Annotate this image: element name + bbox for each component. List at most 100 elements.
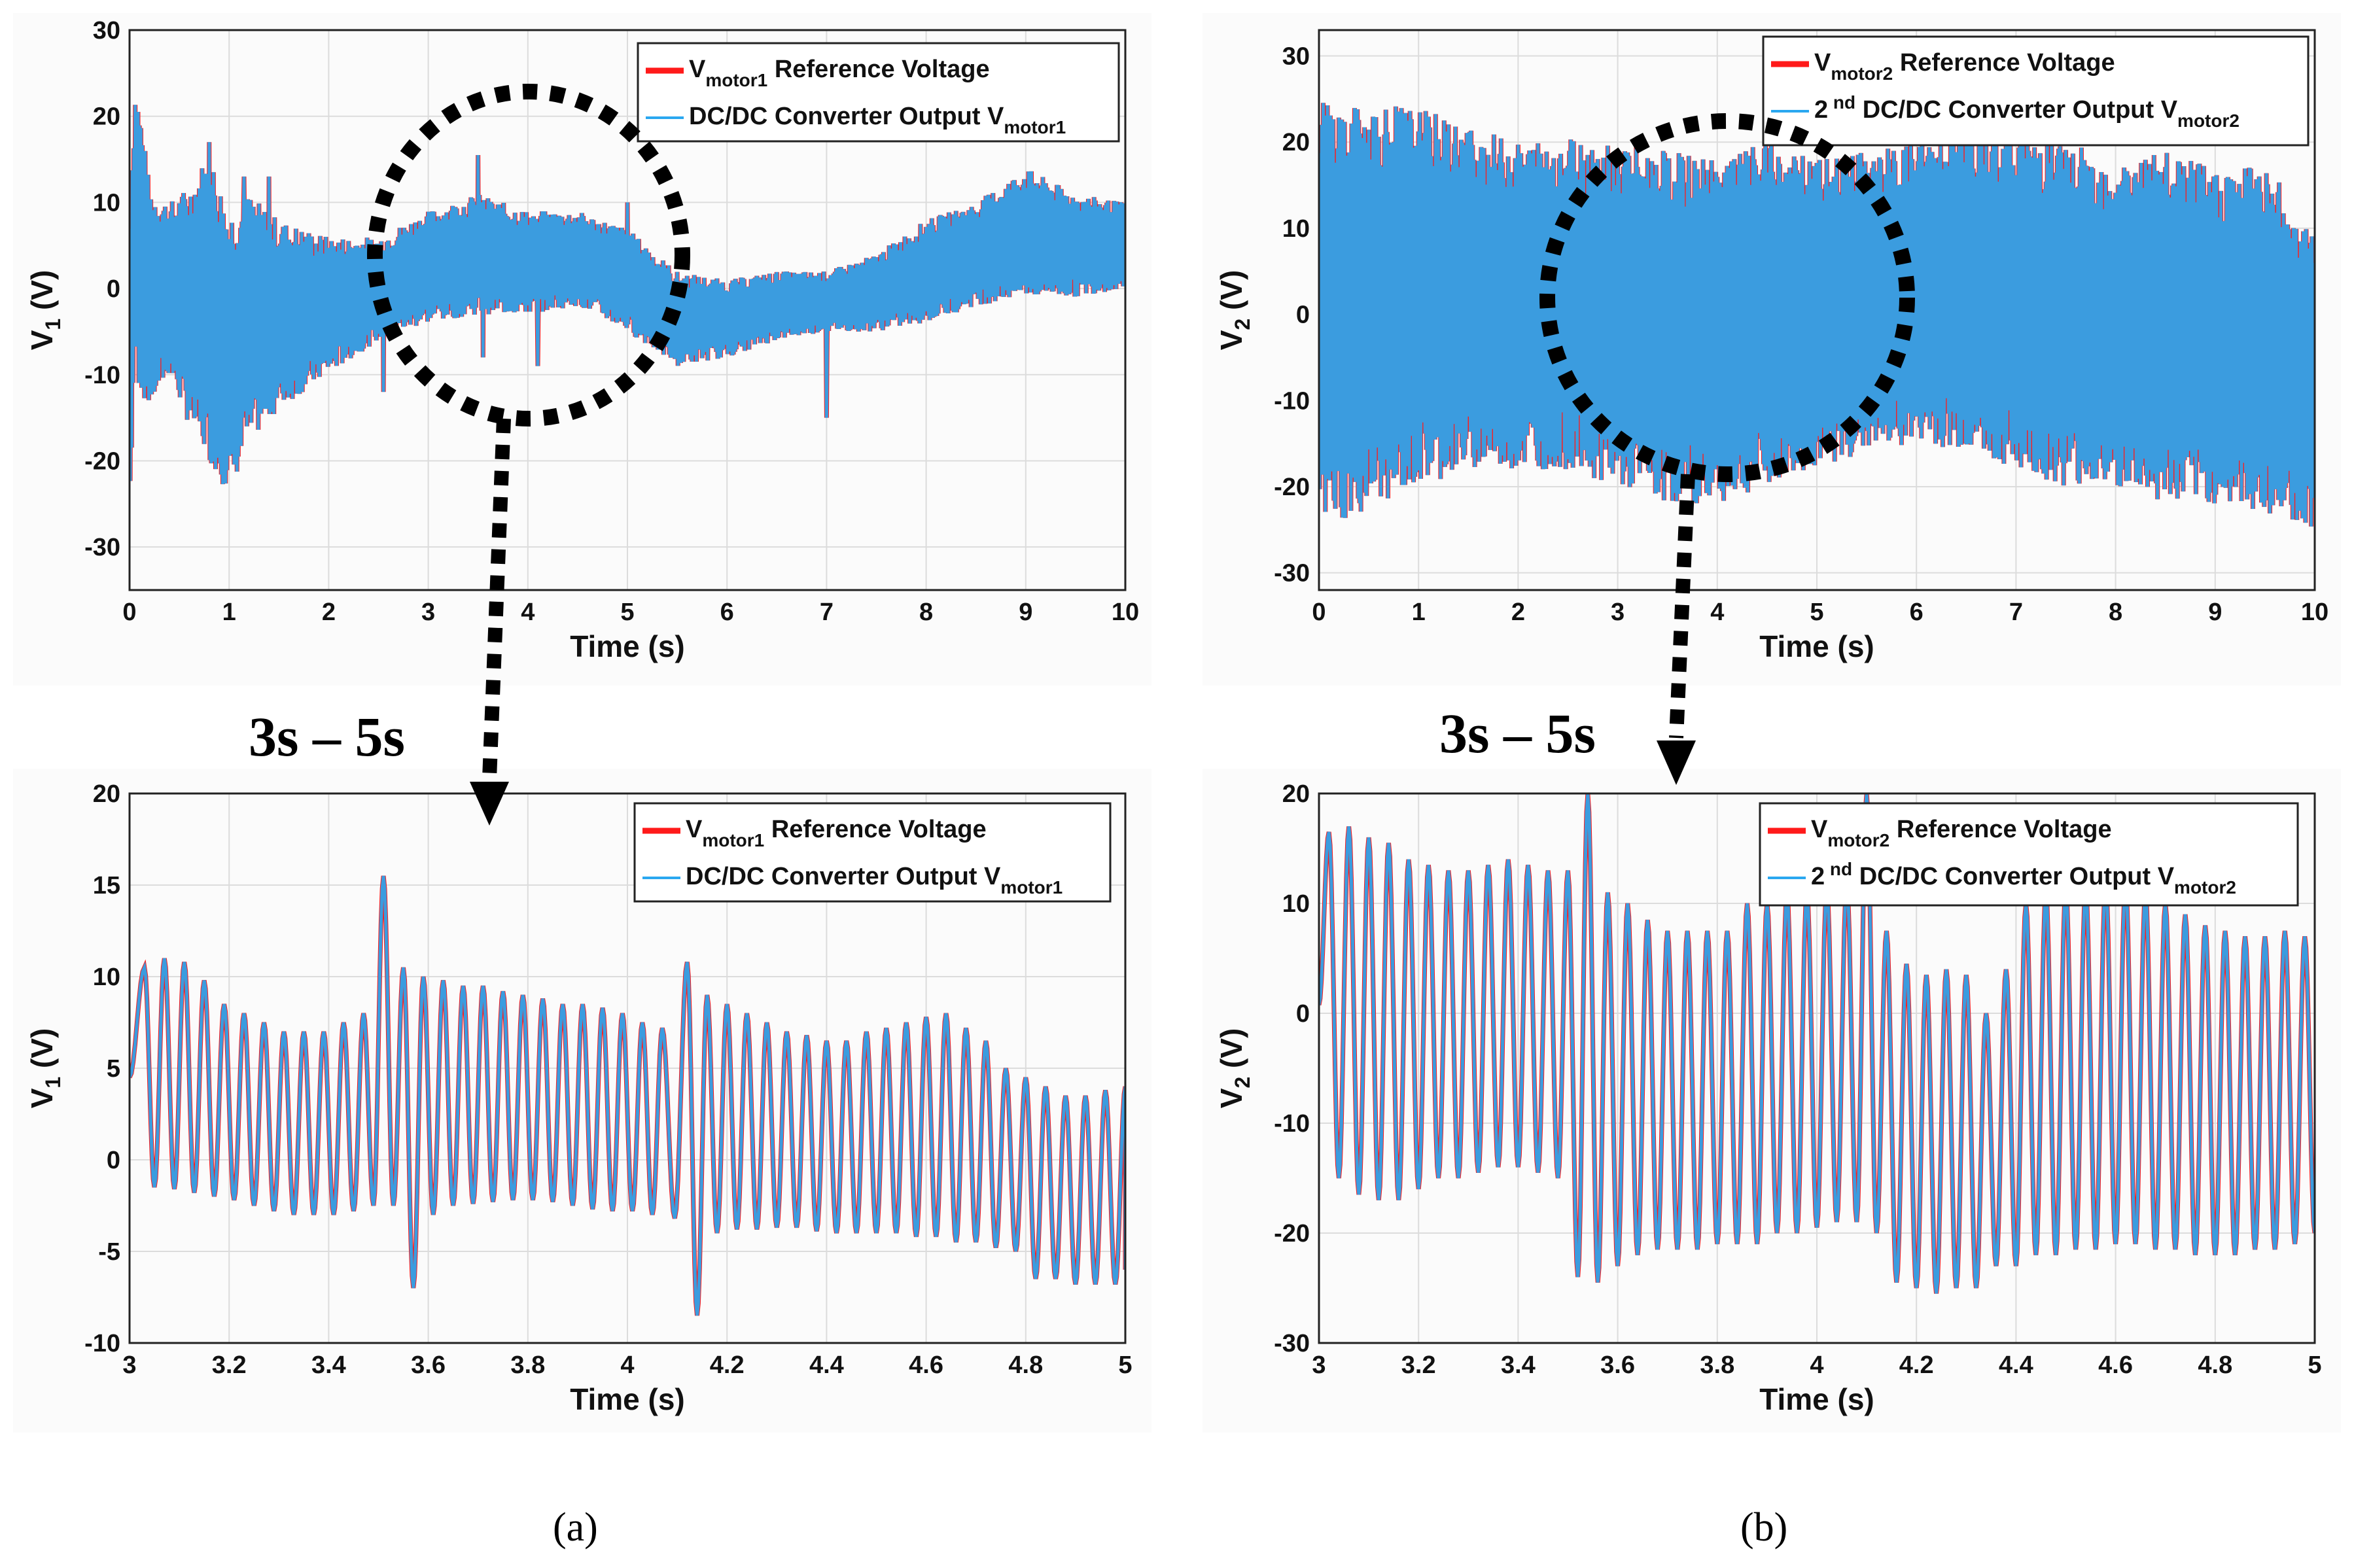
y-tick-label: 20 xyxy=(93,780,120,808)
plot-frame xyxy=(128,29,1127,591)
plot-frame xyxy=(1318,792,2316,1344)
y-tick-label: -20 xyxy=(84,447,120,475)
x-tick-label: 3.6 xyxy=(411,1351,446,1379)
y-tick-label: 10 xyxy=(1282,890,1310,918)
x-axis-label: Time (s) xyxy=(1759,1382,1874,1416)
legend-box xyxy=(633,802,1112,903)
y-tick-label: -5 xyxy=(98,1238,120,1266)
legend-label-reference: Vmotor2 Reference Voltage xyxy=(1811,816,2112,850)
x-tick-label: 4.2 xyxy=(1899,1351,1934,1379)
y-axis-label: V1 (V) xyxy=(25,270,65,351)
x-tick-label: 4.8 xyxy=(1008,1351,1043,1379)
x-tick-label: 4 xyxy=(1810,1351,1823,1379)
y-tick-label: -10 xyxy=(1274,387,1310,415)
plot-frame xyxy=(1318,29,2316,591)
x-tick-label: 6 xyxy=(720,599,734,626)
x-tick-label: 3.2 xyxy=(212,1351,247,1379)
y-tick-label: 10 xyxy=(93,189,120,217)
legend-label-reference: Vmotor1 Reference Voltage xyxy=(689,56,990,90)
x-tick-label: 3 xyxy=(421,599,435,626)
x-tick-label: 10 xyxy=(2301,599,2328,626)
y-axis-label: V1 (V) xyxy=(25,1028,65,1109)
x-tick-label: 4.4 xyxy=(809,1351,844,1379)
zoom-arrow-b-shaft xyxy=(1669,474,1695,739)
x-tick-label: 3 xyxy=(122,1351,136,1379)
chart-b-bottom: 3 3.2 3.4 3.6 3.8 4 4.2 4.4 4.6 4.8 5 20 10 0 -10 -20 -3… xyxy=(1214,780,2322,1416)
legend-box xyxy=(637,42,1120,143)
legend-label-converter: 2 nd DC/DC Converter Output Vmotor2 xyxy=(1814,92,2240,131)
y-tick-label: 30 xyxy=(1282,43,1310,71)
caption-a: (a) xyxy=(553,1505,598,1550)
x-axis-label: Time (s) xyxy=(570,629,685,663)
chart-a-bottom: 3 3.2 3.4 3.6 3.8 4 4.2 4.4 4.6 4.8 5 20 15 10 5 0 -5 -10… xyxy=(25,780,1133,1416)
series-converter-line xyxy=(1319,793,2315,1294)
plot-frame xyxy=(128,792,1127,1344)
x-tick-label: 3.4 xyxy=(311,1351,346,1379)
y-tick-label: -20 xyxy=(1274,1220,1310,1247)
x-tick-label: 4.4 xyxy=(1999,1351,2033,1379)
zoom-label-a: 3s – 5s xyxy=(249,705,405,768)
y-tick-label: 10 xyxy=(1282,215,1310,243)
y-tick-label: -30 xyxy=(1274,1330,1310,1357)
x-tick-label: 5 xyxy=(2308,1351,2321,1379)
x-tick-label: 3.6 xyxy=(1600,1351,1635,1379)
y-tick-label: 0 xyxy=(1296,1000,1310,1028)
x-tick-label: 9 xyxy=(1019,599,1032,626)
x-tick-label: 8 xyxy=(2109,599,2122,626)
x-tick-label: 9 xyxy=(2208,599,2222,626)
y-tick-label: -30 xyxy=(84,534,120,561)
legend-label-reference: Vmotor1 Reference Voltage xyxy=(686,816,987,850)
legend-label-converter: DC/DC Converter Output Vmotor1 xyxy=(686,863,1063,897)
legend-box xyxy=(1759,802,2299,907)
y-tick-label: -10 xyxy=(84,1330,120,1357)
y-tick-label: 0 xyxy=(107,1147,120,1174)
x-tick-label: 5 xyxy=(1118,1351,1132,1379)
zoom-arrow-a-head xyxy=(470,782,509,826)
zoom-arrow-b-head xyxy=(1657,740,1696,785)
caption-b: (b) xyxy=(1740,1505,1787,1550)
x-tick-label: 1 xyxy=(1412,599,1426,626)
y-tick-label: -10 xyxy=(84,362,120,389)
series-converter-line xyxy=(130,875,1125,1316)
x-tick-label: 4.6 xyxy=(2098,1351,2133,1379)
x-axis-label: Time (s) xyxy=(1759,629,1874,663)
x-tick-label: 2 xyxy=(322,599,336,626)
x-tick-label: 5 xyxy=(620,599,634,626)
y-axis-label: V2 (V) xyxy=(1214,1028,1254,1109)
legend-label-converter: DC/DC Converter Output Vmotor1 xyxy=(689,103,1066,137)
x-tick-label: 3.4 xyxy=(1501,1351,1536,1379)
y-tick-label: 0 xyxy=(107,275,120,303)
x-tick-label: 4.2 xyxy=(710,1351,745,1379)
x-tick-label: 8 xyxy=(919,599,933,626)
x-tick-label: 5 xyxy=(1810,599,1823,626)
zoom-label-b: 3s – 5s xyxy=(1439,702,1596,765)
series-converter-line xyxy=(130,105,1125,485)
y-tick-label: -10 xyxy=(1274,1110,1310,1138)
chart-a-top: 0 1 2 3 4 5 6 7 8 9 10 30 20 10 0 -10 -20 -30 Time (s) V1 (… xyxy=(25,17,1139,663)
x-tick-label: 3.8 xyxy=(1700,1351,1734,1379)
x-tick-label: 4 xyxy=(521,599,535,626)
y-tick-label: 0 xyxy=(1296,302,1310,329)
x-tick-label: 0 xyxy=(122,599,136,626)
y-axis-label: V2 (V) xyxy=(1214,270,1254,351)
chart-b-top: 0 1 2 3 4 5 6 7 8 9 10 30 20 10 0 -10 -20 -30 Time (s) V2 (… xyxy=(1214,29,2328,663)
y-tick-label: 10 xyxy=(93,964,120,991)
y-tick-label: 20 xyxy=(93,103,120,131)
x-tick-label: 3 xyxy=(1611,599,1625,626)
x-tick-label: 1 xyxy=(222,599,236,626)
zoom-circle-a xyxy=(367,84,690,427)
y-tick-label: -20 xyxy=(1274,474,1310,501)
y-tick-label: 15 xyxy=(93,872,120,899)
y-tick-label: -30 xyxy=(1274,560,1310,587)
zoom-circle-b xyxy=(1539,113,1915,482)
legend-label-converter: 2 nd DC/DC Converter Output Vmotor2 xyxy=(1811,859,2236,897)
y-tick-label: 20 xyxy=(1282,780,1310,808)
series-converter-line xyxy=(1319,103,2315,527)
legend-label-reference: Vmotor2 Reference Voltage xyxy=(1814,49,2115,84)
y-tick-label: 5 xyxy=(107,1055,120,1083)
x-tick-label: 7 xyxy=(2009,599,2023,626)
x-tick-label: 3.2 xyxy=(1401,1351,1436,1379)
x-tick-label: 7 xyxy=(820,599,834,626)
x-axis-label: Time (s) xyxy=(570,1382,685,1416)
